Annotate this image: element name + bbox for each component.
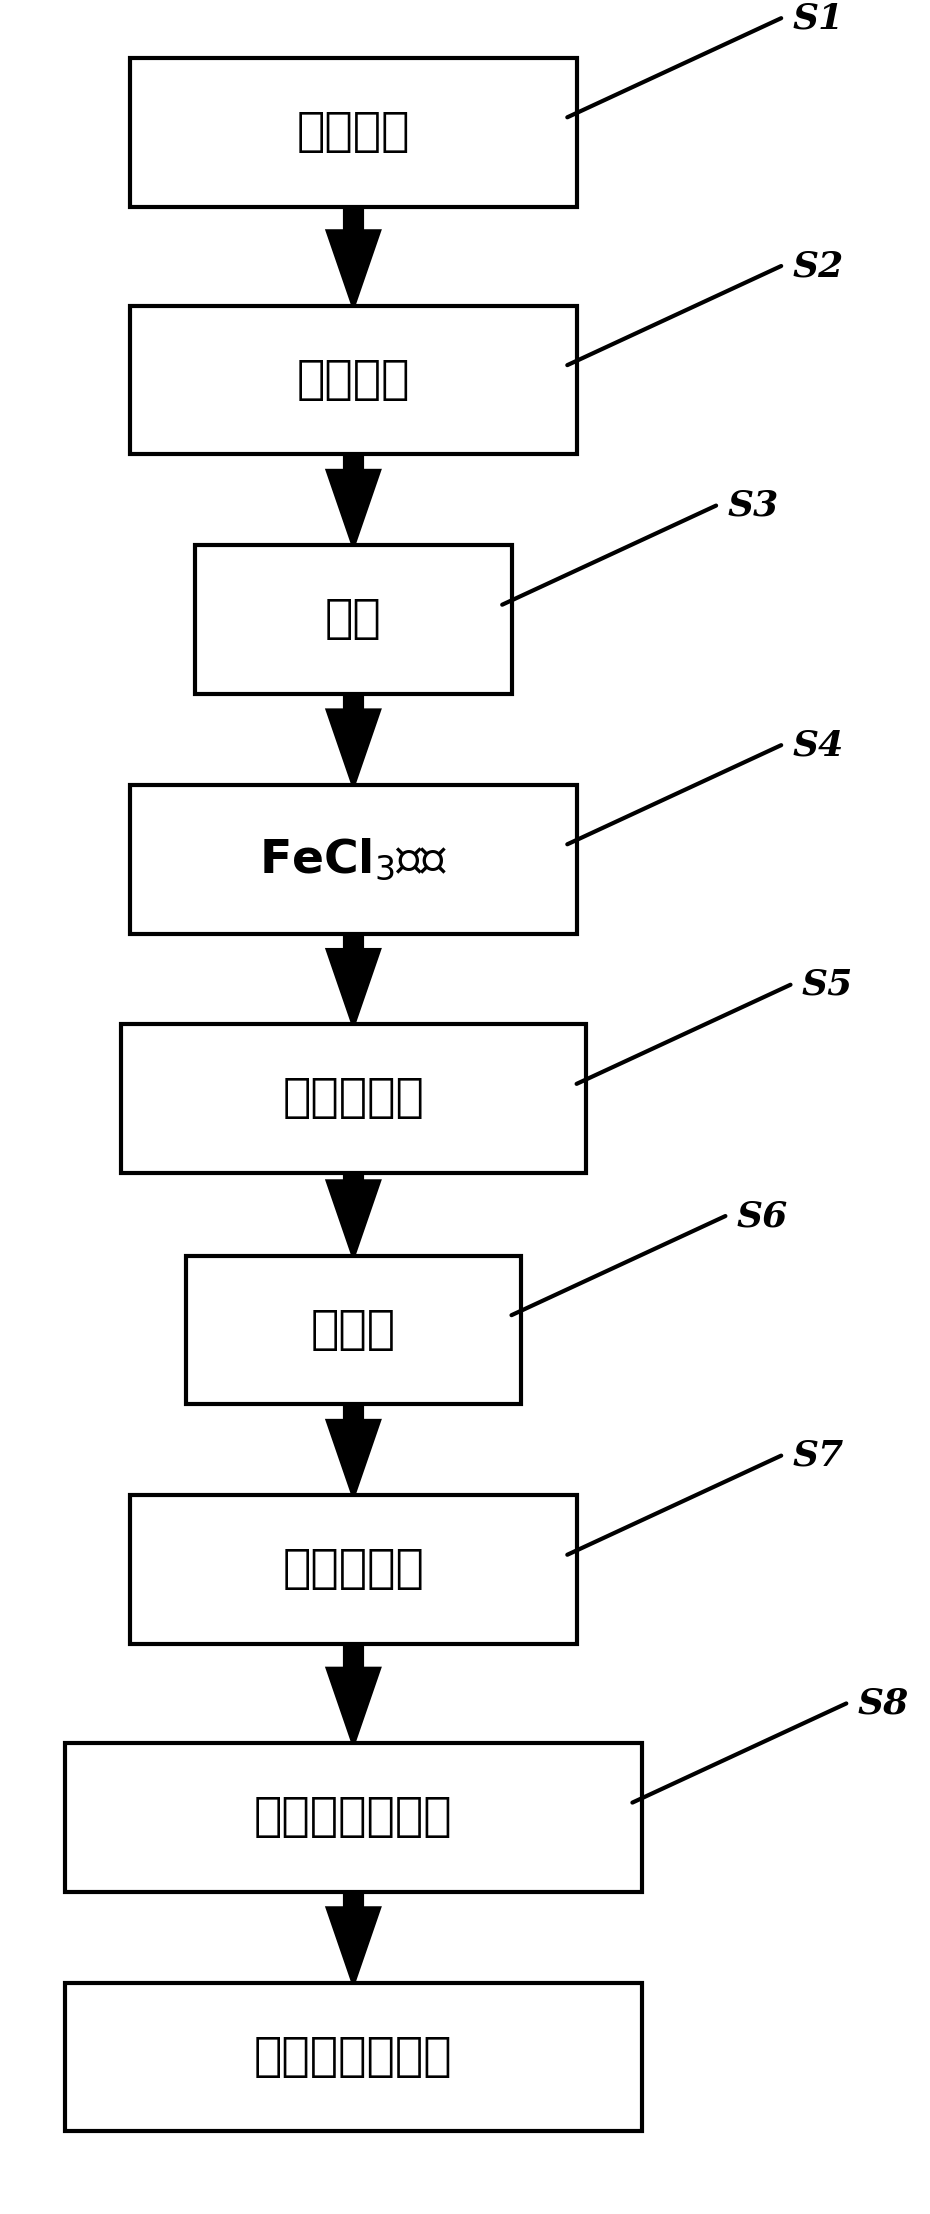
Bar	[345, 206, 362, 230]
Text: S1: S1	[792, 2, 844, 35]
Text: 涂布: 涂布	[325, 598, 382, 642]
Polygon shape	[327, 711, 379, 784]
Text: FeCl$_3$蚀刻: FeCl$_3$蚀刻	[259, 837, 447, 881]
Bar	[345, 1404, 362, 1421]
Text: 制备表面处理层: 制备表面处理层	[254, 1796, 453, 1840]
Bar	[65, 1742, 642, 1891]
Text: 准备材料: 准备材料	[297, 111, 410, 155]
Text: 选择性蚀刻: 选择性蚀刻	[283, 1076, 424, 1120]
Bar	[130, 306, 577, 454]
Bar	[345, 693, 362, 711]
Polygon shape	[327, 1908, 379, 1984]
Polygon shape	[327, 1421, 379, 1494]
Polygon shape	[327, 472, 379, 545]
Bar	[345, 1173, 362, 1182]
Bar	[130, 1494, 577, 1645]
Polygon shape	[327, 1669, 379, 1742]
Polygon shape	[327, 230, 379, 306]
Bar	[345, 1891, 362, 1908]
Text: S4: S4	[792, 728, 844, 762]
Text: S8: S8	[857, 1687, 909, 1720]
Text: 单面柔性线路板: 单面柔性线路板	[254, 2035, 453, 2079]
Bar	[121, 1025, 586, 1173]
Text: 微蚀刻: 微蚀刻	[311, 1308, 396, 1353]
Bar	[345, 1645, 362, 1669]
Text: S5: S5	[802, 968, 853, 1001]
Text: S7: S7	[792, 1439, 844, 1472]
Bar	[130, 58, 577, 206]
Text: 线路制作: 线路制作	[297, 356, 410, 403]
Text: S3: S3	[727, 489, 778, 523]
Bar	[345, 454, 362, 472]
Bar	[130, 784, 577, 934]
Bar	[195, 545, 512, 693]
Text: S6: S6	[737, 1200, 788, 1233]
Text: 制备阻焚层: 制备阻焚层	[283, 1548, 424, 1592]
Polygon shape	[327, 1182, 379, 1255]
Bar	[186, 1255, 521, 1404]
Polygon shape	[327, 950, 379, 1025]
Bar	[345, 934, 362, 950]
Bar	[65, 1984, 642, 2132]
Text: S2: S2	[792, 248, 844, 283]
